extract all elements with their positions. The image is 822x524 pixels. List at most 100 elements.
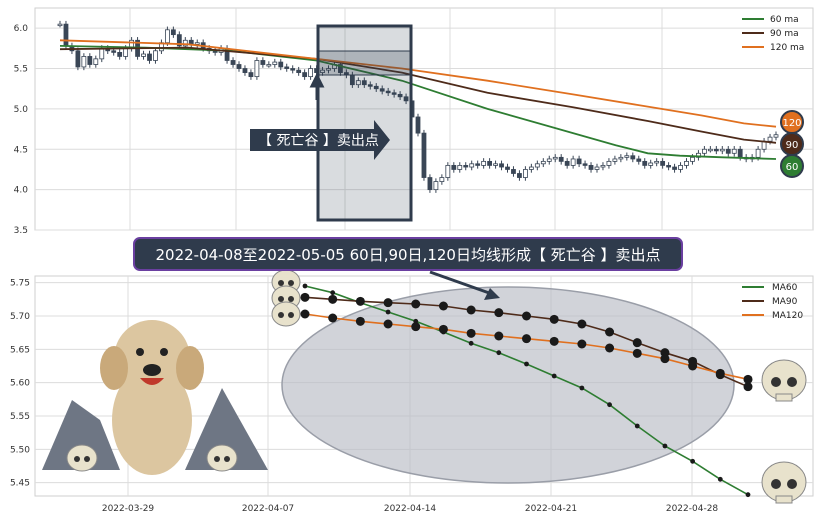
candle-body: [767, 136, 773, 142]
candle-body: [684, 160, 689, 166]
ma120-point: [494, 331, 504, 341]
candle-body: [540, 160, 546, 165]
ma120-point: [438, 324, 448, 334]
candle-body: [367, 84, 373, 87]
candle-body: [141, 53, 146, 57]
candle-body: [385, 90, 391, 94]
candle-body: [272, 61, 278, 65]
candle-body: [176, 34, 182, 47]
ma60-point: [551, 373, 557, 379]
ma90-point: [494, 308, 504, 318]
candle-body: [487, 160, 493, 166]
legend-label-ma60: MA60: [772, 283, 798, 293]
candle-body: [302, 72, 308, 78]
candle-body: [242, 68, 248, 73]
bottom-y-tick-label: 5.70: [10, 312, 30, 322]
candle-body: [260, 60, 266, 65]
candle-body: [99, 47, 105, 60]
bottom-x-axis: 2022-03-29 2022-04-07 2022-04-14 2022-04-21…: [102, 504, 719, 514]
candle-body: [326, 68, 331, 71]
candle-body: [702, 148, 707, 154]
candle-body: [493, 163, 498, 166]
ma120-point: [328, 313, 338, 323]
ma90-point: [383, 298, 393, 308]
candle-body: [499, 163, 504, 168]
death-valley-window: [316, 24, 413, 222]
candle-body: [266, 64, 272, 67]
ma120-point: [522, 334, 531, 344]
badge-90-label: 90: [786, 140, 799, 151]
candle-body: [713, 148, 719, 152]
candle-body: [481, 160, 487, 166]
skull-icon: [271, 301, 301, 327]
banner-box: [133, 237, 683, 271]
rock-right: [185, 388, 268, 470]
candlestick-panel: 3.5 4.0 4.5 5.0 5.5 6.0 【 死亡谷 】卖出点 60 ma 90 m…: [14, 7, 814, 236]
badge-120-label: 120: [782, 118, 801, 129]
up-arrow-icon: [309, 72, 325, 100]
ma60-point: [302, 283, 308, 289]
candle-body: [355, 80, 361, 86]
candle-body: [153, 50, 158, 61]
ma120-point: [743, 374, 753, 384]
death-valley-ellipse: [281, 286, 735, 484]
ma60-point: [634, 423, 640, 429]
candle-body: [755, 148, 761, 158]
bottom-y-tick-label: 5.45: [10, 479, 30, 489]
ma90-point: [743, 382, 753, 392]
candle-body: [182, 39, 188, 47]
top-grid: [35, 8, 813, 231]
candle-body: [696, 152, 701, 158]
legend-label-60: 60 ma: [770, 15, 799, 25]
bottom-x-tick-label: 2022-04-21: [525, 504, 577, 514]
dog-ear-right: [176, 346, 204, 390]
candle-body: [731, 148, 737, 154]
candle-body: [290, 68, 296, 71]
banner-text: 2022-04-08至2022-05-05 60日,90日,120日均线形成【 …: [156, 246, 661, 264]
candle-body: [690, 156, 695, 162]
ma60-point: [745, 492, 751, 498]
ma120-point: [411, 322, 421, 332]
candle-body: [636, 158, 642, 162]
bottom-y-tick-label: 5.60: [10, 379, 30, 389]
sell-point-label: 【 死亡谷 】卖出点: [258, 133, 379, 149]
ma90-point: [632, 338, 642, 348]
ma90-point: [549, 314, 559, 324]
candle-body: [773, 134, 779, 138]
skull-icon: [761, 461, 807, 504]
candle-body: [254, 60, 260, 78]
candle-body: [475, 163, 481, 166]
legend-label-120: 120 ma: [770, 43, 804, 53]
top-y-tick-label: 4.5: [14, 145, 28, 155]
ma120-point: [549, 336, 559, 346]
candle-body: [194, 42, 200, 45]
candle-body: [600, 165, 606, 168]
candle-body: [624, 155, 630, 158]
top-y-tick-label: 3.5: [14, 226, 28, 236]
skull-icon: [761, 359, 807, 402]
candle-body: [719, 148, 725, 152]
candle-body: [57, 23, 63, 27]
top-plot-frame: [34, 7, 814, 231]
ma90-point: [355, 296, 365, 306]
candle-body: [552, 156, 558, 160]
candle-body: [427, 177, 433, 191]
ma-badges: 120 90 60: [780, 110, 804, 178]
candle-body: [445, 165, 451, 178]
ma60-point: [468, 340, 474, 346]
top-y-tick-label: 6.0: [14, 24, 29, 34]
candle-body: [570, 158, 576, 166]
candle-body: [678, 165, 683, 170]
candle-body: [284, 66, 290, 69]
ma90-line: [59, 46, 777, 144]
candle-body: [415, 116, 421, 134]
candle-body: [421, 132, 427, 178]
candle-body: [594, 166, 600, 170]
ma120-point: [355, 316, 365, 326]
candle-body: [654, 160, 660, 164]
candle-body: [564, 160, 570, 166]
candle-body: [361, 80, 367, 86]
candle-body: [439, 177, 445, 182]
annotation-banner: 2022-04-08至2022-05-05 60日,90日,120日均线形成【 …: [133, 237, 683, 300]
